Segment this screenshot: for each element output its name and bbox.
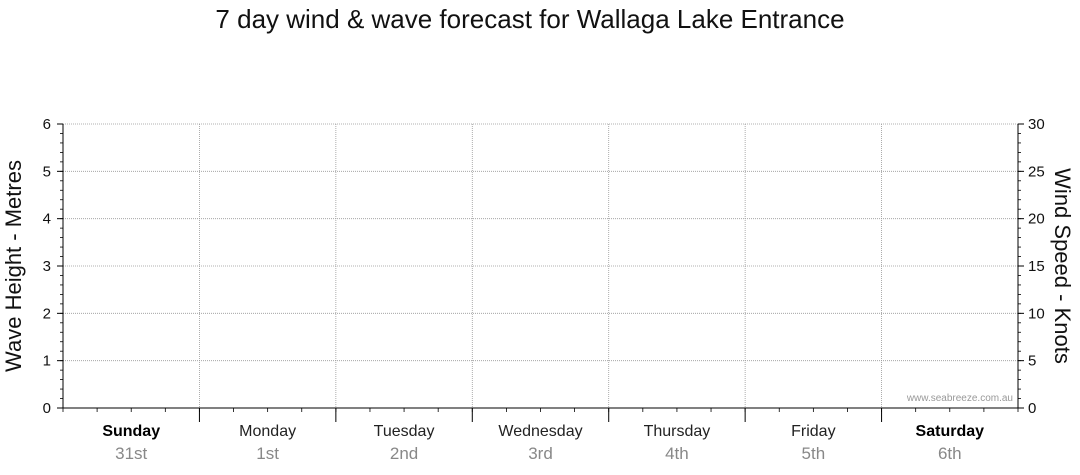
y-right-tick-label: 30 bbox=[1028, 116, 1045, 133]
watermark-text: www.seabreeze.com.au bbox=[906, 393, 1013, 404]
day-date-label: 1st bbox=[256, 444, 279, 463]
y-right-tick-label: 15 bbox=[1028, 258, 1045, 275]
y-left-tick-label: 2 bbox=[43, 305, 51, 322]
day-name-label: Tuesday bbox=[374, 423, 435, 440]
y-left-tick-label: 1 bbox=[43, 353, 51, 370]
day-date-label: 6th bbox=[938, 444, 962, 463]
day-name-label: Wednesday bbox=[498, 423, 582, 440]
y-right-tick-label: 0 bbox=[1028, 400, 1036, 417]
day-name-label: Saturday bbox=[916, 423, 985, 440]
y-left-tick-label: 3 bbox=[43, 258, 51, 275]
day-date-label: 3rd bbox=[528, 444, 553, 463]
y-right-tick-label: 10 bbox=[1028, 305, 1045, 322]
y-right-tick-label: 25 bbox=[1028, 163, 1045, 180]
day-name-label: Monday bbox=[239, 423, 296, 440]
day-date-label: 4th bbox=[665, 444, 689, 463]
y-left-tick-label: 4 bbox=[43, 211, 51, 228]
day-name-label: Thursday bbox=[644, 423, 711, 440]
y-left-tick-label: 6 bbox=[43, 116, 51, 133]
day-name-label: Sunday bbox=[102, 423, 160, 440]
day-date-label: 2nd bbox=[390, 444, 418, 463]
day-date-label: 31st bbox=[115, 444, 147, 463]
y-left-tick-label: 5 bbox=[43, 163, 51, 180]
day-name-label: Friday bbox=[791, 423, 835, 440]
day-date-label: 5th bbox=[802, 444, 826, 463]
y-right-tick-label: 5 bbox=[1028, 353, 1036, 370]
chart-title: 7 day wind & wave forecast for Wallaga L… bbox=[215, 4, 845, 34]
y-left-tick-label: 0 bbox=[43, 400, 51, 417]
y-right-tick-label: 20 bbox=[1028, 211, 1045, 228]
